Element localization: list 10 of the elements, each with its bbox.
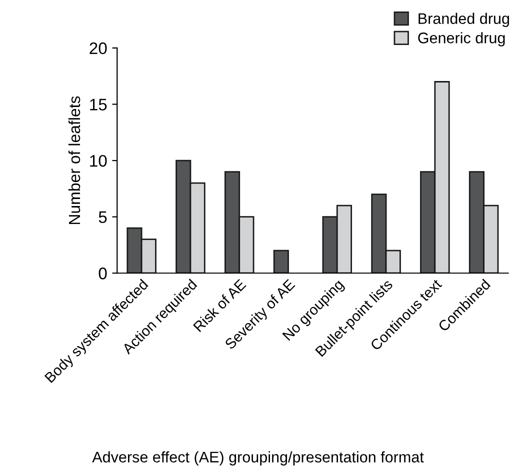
bar	[273, 250, 289, 274]
x-axis-title: Adverse effect (AE) grouping/presentation format	[92, 451, 424, 466]
y-tick-label: 15	[90, 98, 107, 110]
y-axis-title: Number of leaflets	[68, 96, 80, 224]
legend-label: Branded drug	[418, 12, 509, 27]
y-tick-label: 5	[98, 211, 107, 224]
y-tick-label: 0	[98, 268, 107, 280]
legend-label: Generic drug	[418, 32, 505, 46]
y-tick-label: 20	[90, 42, 107, 54]
y-tick-label: 10	[90, 154, 107, 167]
